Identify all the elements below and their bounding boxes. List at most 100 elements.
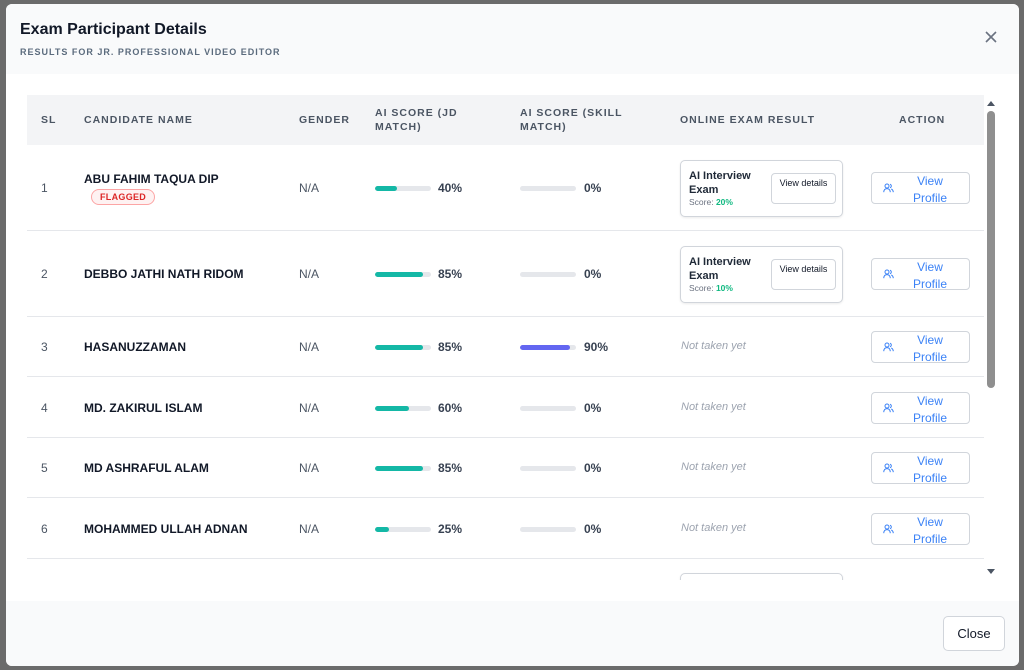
close-button[interactable]: Close	[943, 616, 1005, 651]
table-row: 2 DEBBO JATHI NATH RIDOM N/A 85% 0% AI Interv…	[27, 231, 984, 317]
table-row: 5 MD ASHRAFUL ALAM N/A 85% 0% Not taken yet Vi…	[27, 438, 984, 498]
exam-score-value: 20%	[715, 197, 733, 207]
ai-skill-score-bar	[520, 272, 576, 277]
exam-result-card-partial	[680, 573, 843, 580]
gender-value: N/A	[299, 340, 320, 354]
exam-score-label: Score:	[689, 283, 714, 293]
view-profile-button[interactable]: View Profile	[871, 452, 970, 485]
candidate-name: HASANUZZAMAN	[84, 340, 186, 354]
ai-jd-score-fill	[375, 272, 423, 277]
exam-score-label: Score:	[689, 197, 714, 207]
ai-jd-score-fill	[375, 526, 389, 532]
view-profile-label: View Profile	[912, 454, 947, 485]
exam-result-card: AI Interview Exam Score: 10% View details	[680, 246, 843, 303]
gender-value: N/A	[299, 400, 320, 415]
header-sl: SL	[41, 114, 57, 126]
ai-jd-score-value: 25%	[438, 521, 463, 536]
view-profile-label: View Profile	[912, 393, 947, 425]
ai-jd-score-bar	[375, 186, 431, 191]
exam-status: Not taken yet	[681, 521, 746, 534]
exam-score: Score: 20%	[689, 197, 733, 207]
ai-jd-score-value: 40%	[438, 181, 463, 195]
modal-title: Exam Participant Details	[20, 21, 207, 38]
scroll-down-arrow-icon[interactable]	[987, 569, 995, 574]
exam-status: Not taken yet	[681, 340, 746, 352]
view-profile-label: View Profile	[912, 514, 947, 546]
table-header: SL CANDIDATE NAME GENDER AI SCORE (JD MA…	[27, 95, 984, 145]
candidate-name: DEBBO JATHI NATH RIDOM	[84, 267, 244, 281]
gender-value: N/A	[299, 267, 320, 281]
table-row: 6 MOHAMMED ULLAH ADNAN N/A 25% 0% Not taken y…	[27, 498, 984, 559]
row-sl: 3	[41, 340, 48, 354]
view-profile-button[interactable]: View Profile	[871, 172, 970, 205]
ai-skill-score-value: 0%	[584, 181, 602, 195]
exam-score: Score: 10%	[689, 283, 733, 293]
gender-value: N/A	[299, 181, 320, 195]
candidate-name: MOHAMMED ULLAH ADNAN	[84, 521, 248, 536]
modal-footer	[6, 601, 1019, 666]
ai-jd-score-fill	[375, 345, 423, 350]
scrollbar-thumb[interactable]	[987, 111, 995, 388]
row-sl: 4	[41, 400, 48, 415]
view-profile-button[interactable]: View Profile	[871, 258, 970, 291]
ai-skill-score-value: 0%	[584, 461, 602, 475]
candidate-name: MD ASHRAFUL ALAM	[84, 461, 209, 475]
ai-skill-score-bar	[520, 526, 576, 532]
ai-jd-score-fill	[375, 405, 409, 411]
participants-table: SL CANDIDATE NAME GENDER AI SCORE (JD MA…	[27, 95, 984, 580]
row-sl: 5	[41, 461, 48, 475]
header-ai-score-jd: AI SCORE (JD MATCH)	[375, 107, 458, 133]
ai-jd-score-bar	[375, 526, 431, 532]
exam-result-card: AI Interview Exam Score: 20% View details	[680, 160, 843, 217]
row-sl: 1	[41, 181, 48, 195]
view-profile-button[interactable]: View Profile	[871, 331, 970, 364]
close-icon[interactable]	[983, 29, 999, 45]
ai-jd-score-value: 85%	[438, 461, 463, 475]
modal-subtitle: RESULTS FOR JR. PROFESSIONAL VIDEO EDITO…	[20, 47, 281, 57]
header-ai-score-skill: AI SCORE (SKILL MATCH)	[520, 107, 623, 133]
exam-title: AI Interview Exam	[689, 170, 751, 196]
view-details-button[interactable]: View details	[771, 259, 836, 290]
ai-skill-score-value: 0%	[584, 521, 602, 536]
ai-jd-score-value: 85%	[438, 340, 463, 354]
ai-jd-score-value: 85%	[438, 267, 463, 281]
ai-jd-score-bar	[375, 405, 431, 411]
table-row: 1 ABU FAHIM TAQUA DIP FLAGGED N/A 40% 0% AI In…	[27, 145, 984, 231]
ai-jd-score-bar	[375, 466, 431, 471]
ai-skill-score-bar	[520, 186, 576, 191]
candidate-name: ABU FAHIM TAQUA DIP	[84, 172, 219, 186]
ai-jd-score-bar	[375, 272, 431, 277]
header-gender: GENDER	[299, 114, 350, 126]
ai-jd-score-value: 60%	[438, 400, 463, 415]
ai-skill-score-bar	[520, 466, 576, 471]
ai-skill-score-bar	[520, 405, 576, 411]
ai-skill-score-bar	[520, 345, 576, 350]
gender-value: N/A	[299, 461, 320, 475]
ai-skill-score-value: 0%	[584, 267, 602, 281]
scroll-up-arrow-icon[interactable]	[987, 101, 995, 106]
ai-jd-score-fill	[375, 466, 423, 471]
view-profile-button[interactable]: View Profile	[871, 391, 970, 425]
table-row: 4 MD. ZAKIRUL ISLAM N/A 60% 0% Not taken yet V…	[27, 377, 984, 438]
exam-score-value: 10%	[715, 283, 733, 293]
ai-jd-score-bar	[375, 345, 431, 350]
view-profile-label: View Profile	[912, 260, 947, 291]
view-profile-label: View Profile	[912, 174, 947, 205]
row-sl: 2	[41, 267, 48, 281]
ai-skill-score-fill	[520, 345, 571, 350]
header-online-exam-result: ONLINE EXAM RESULT	[680, 114, 816, 126]
view-details-button[interactable]: View details	[771, 173, 836, 204]
ai-skill-score-value: 90%	[584, 340, 609, 354]
view-profile-label: View Profile	[912, 333, 947, 364]
flagged-badge: FLAGGED	[91, 189, 156, 205]
exam-status: Not taken yet	[681, 400, 746, 413]
exam-status: Not taken yet	[681, 461, 746, 473]
header-action: ACTION	[899, 114, 946, 126]
view-profile-button[interactable]: View Profile	[871, 512, 970, 546]
ai-skill-score-value: 0%	[584, 400, 602, 415]
row-sl: 6	[41, 521, 48, 536]
modal-header: Exam Participant Details RESULTS FOR JR.…	[6, 4, 1019, 74]
header-candidate-name: CANDIDATE NAME	[84, 114, 193, 126]
gender-value: N/A	[299, 521, 320, 536]
ai-jd-score-fill	[375, 186, 398, 191]
